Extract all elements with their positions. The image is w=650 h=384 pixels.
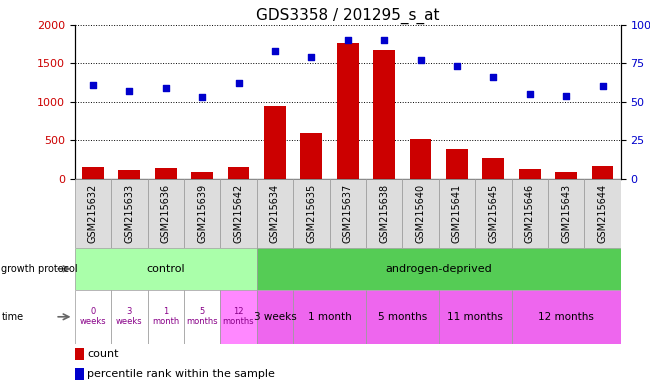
Bar bbox=[446, 149, 468, 179]
Bar bbox=[264, 106, 286, 179]
Bar bbox=[257, 290, 293, 344]
Text: 3 weeks: 3 weeks bbox=[254, 312, 296, 322]
Text: control: control bbox=[146, 264, 185, 274]
Text: 0
weeks: 0 weeks bbox=[80, 308, 106, 326]
Bar bbox=[373, 50, 395, 179]
Point bbox=[343, 37, 353, 43]
Bar bbox=[220, 179, 257, 248]
Bar bbox=[184, 290, 220, 344]
Bar bbox=[75, 248, 257, 290]
Text: 12 months: 12 months bbox=[538, 312, 594, 322]
Text: 5 months: 5 months bbox=[378, 312, 427, 322]
Text: time: time bbox=[1, 312, 23, 322]
Bar bbox=[439, 179, 475, 248]
Text: 5
months: 5 months bbox=[187, 308, 218, 326]
Text: GSM215637: GSM215637 bbox=[343, 184, 353, 243]
Text: GSM215643: GSM215643 bbox=[561, 184, 571, 243]
Text: GSM215644: GSM215644 bbox=[597, 184, 608, 243]
Text: 12
months: 12 months bbox=[223, 308, 254, 326]
Bar bbox=[293, 179, 330, 248]
Bar bbox=[475, 179, 512, 248]
Bar bbox=[227, 167, 250, 179]
Point bbox=[233, 80, 244, 86]
Bar bbox=[366, 179, 402, 248]
Text: androgen-deprived: androgen-deprived bbox=[385, 264, 492, 274]
Bar bbox=[330, 179, 366, 248]
Bar bbox=[148, 179, 184, 248]
Bar bbox=[155, 168, 177, 179]
Text: 3
weeks: 3 weeks bbox=[116, 308, 142, 326]
Text: GSM215641: GSM215641 bbox=[452, 184, 462, 243]
Text: 11 months: 11 months bbox=[447, 312, 503, 322]
Bar bbox=[512, 290, 621, 344]
Point bbox=[597, 83, 608, 89]
Text: GSM215645: GSM215645 bbox=[488, 184, 499, 243]
Bar bbox=[592, 166, 614, 179]
Bar bbox=[111, 290, 148, 344]
Bar bbox=[184, 179, 220, 248]
Text: GSM215639: GSM215639 bbox=[197, 184, 207, 243]
Text: GSM215632: GSM215632 bbox=[88, 184, 98, 243]
Bar bbox=[519, 169, 541, 179]
Bar bbox=[118, 170, 140, 179]
Text: 1
month: 1 month bbox=[152, 308, 179, 326]
Bar bbox=[82, 167, 104, 179]
Text: GSM215634: GSM215634 bbox=[270, 184, 280, 243]
Text: growth protocol: growth protocol bbox=[1, 264, 78, 274]
Bar bbox=[439, 290, 512, 344]
Point bbox=[415, 57, 426, 63]
Bar bbox=[300, 133, 322, 179]
Bar bbox=[111, 179, 148, 248]
Bar bbox=[482, 158, 504, 179]
Bar bbox=[75, 368, 84, 380]
Point bbox=[124, 88, 135, 94]
Bar bbox=[402, 179, 439, 248]
Point bbox=[197, 94, 207, 100]
Text: count: count bbox=[87, 349, 119, 359]
Bar bbox=[555, 172, 577, 179]
Bar bbox=[148, 290, 184, 344]
Bar bbox=[584, 179, 621, 248]
Bar bbox=[512, 179, 548, 248]
Text: percentile rank within the sample: percentile rank within the sample bbox=[87, 369, 275, 379]
Bar bbox=[257, 248, 621, 290]
Point bbox=[488, 74, 499, 80]
Point bbox=[452, 63, 462, 70]
Bar bbox=[366, 290, 439, 344]
Point bbox=[306, 54, 317, 60]
Point bbox=[88, 82, 98, 88]
Point bbox=[525, 91, 535, 97]
Bar bbox=[75, 179, 111, 248]
Bar bbox=[293, 290, 366, 344]
Text: GSM215633: GSM215633 bbox=[124, 184, 135, 243]
Text: GSM215640: GSM215640 bbox=[415, 184, 426, 243]
Text: 1 month: 1 month bbox=[307, 312, 352, 322]
Bar bbox=[220, 290, 257, 344]
Text: GSM215636: GSM215636 bbox=[161, 184, 171, 243]
Point bbox=[561, 93, 571, 99]
Bar bbox=[257, 179, 293, 248]
Text: GSM215635: GSM215635 bbox=[306, 184, 317, 243]
Bar bbox=[191, 172, 213, 179]
Title: GDS3358 / 201295_s_at: GDS3358 / 201295_s_at bbox=[256, 7, 439, 23]
Bar bbox=[337, 43, 359, 179]
Bar bbox=[75, 290, 111, 344]
Text: GSM215642: GSM215642 bbox=[233, 184, 244, 243]
Bar bbox=[410, 139, 432, 179]
Bar bbox=[75, 348, 84, 360]
Text: GSM215646: GSM215646 bbox=[525, 184, 535, 243]
Point bbox=[270, 48, 280, 54]
Point bbox=[161, 85, 171, 91]
Point bbox=[379, 37, 389, 43]
Bar bbox=[548, 179, 584, 248]
Text: GSM215638: GSM215638 bbox=[379, 184, 389, 243]
